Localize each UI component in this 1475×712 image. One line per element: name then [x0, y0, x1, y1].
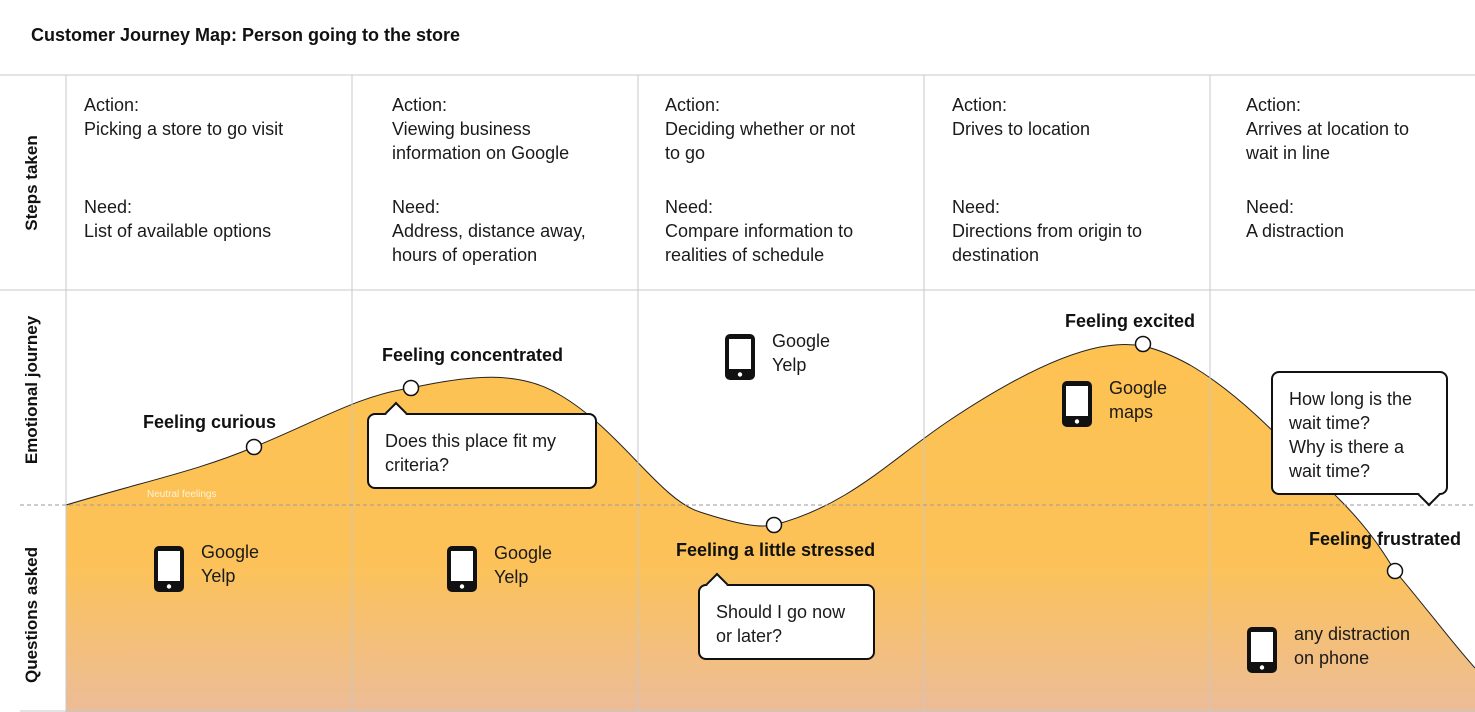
stage-cell-5: Action: Arrives at location to wait in l…	[1246, 93, 1471, 243]
need-text: Address, distance away, hours of operati…	[392, 221, 586, 265]
neutral-feelings-label: Neutral feelings	[147, 489, 217, 500]
question-bubble-1: Does this place fit my criteria?	[367, 413, 597, 489]
action-text: Arrives at location to wait in line	[1246, 119, 1410, 163]
action-label: Action:	[392, 95, 448, 115]
action-label: Action:	[1246, 95, 1302, 115]
action-label: Action:	[665, 95, 721, 115]
tool-label: Google Yelp	[201, 542, 260, 586]
need-label: Need:	[392, 197, 441, 217]
emotion-point	[402, 379, 420, 397]
tool-label: Google maps	[1109, 378, 1168, 422]
emotion-point	[1386, 562, 1404, 580]
need-text: Directions from origin to destination	[952, 221, 1143, 265]
action-text: Deciding whether or not to go	[665, 119, 856, 163]
row-label-questions: Questions asked	[22, 546, 41, 684]
action-text: Picking a store to go visit	[84, 119, 284, 139]
action-text: Drives to location	[952, 119, 1091, 139]
emotion-curve	[65, 344, 1475, 669]
feeling-label-frustrated: Feeling frustrated	[1309, 529, 1462, 549]
action-label: Action:	[952, 95, 1008, 115]
need-label: Need:	[952, 197, 1001, 217]
need-text: Compare information to realities of sche…	[665, 221, 854, 265]
question-bubble-2: Should I go now or later?	[698, 584, 875, 660]
phone-icon	[1247, 627, 1277, 673]
row-label-emotional: Emotional journey	[22, 315, 41, 465]
stage-cell-1: Action: Picking a store to go visit Need…	[84, 93, 344, 243]
emotion-point	[245, 438, 263, 456]
need-label: Need:	[665, 197, 714, 217]
need-text: List of available options	[84, 221, 272, 241]
emotion-point	[1134, 335, 1152, 353]
need-label: Need:	[84, 197, 133, 217]
need-label: Need:	[1246, 197, 1295, 217]
phone-icon	[725, 334, 755, 380]
action-label: Action:	[84, 95, 140, 115]
tool-label: Google Yelp	[494, 543, 553, 587]
question-bubble-3: How long is the wait time? Why is there …	[1271, 371, 1448, 495]
stage-cell-3: Action: Deciding whether or not to go Ne…	[665, 93, 915, 267]
emotion-point	[765, 516, 783, 534]
feeling-label-stressed: Feeling a little stressed	[676, 540, 876, 560]
stage-cell-4: Action: Drives to location Need: Directi…	[952, 93, 1202, 267]
phone-icon	[1062, 381, 1092, 427]
feeling-label-concentrated: Feeling concentrated	[382, 345, 564, 365]
action-text: Viewing business information on Google	[392, 119, 570, 163]
phone-icon	[154, 546, 184, 592]
phone-icon	[447, 546, 477, 592]
page-title: Customer Journey Map: Person going to th…	[31, 25, 461, 45]
stage-cell-2: Action: Viewing business information on …	[392, 93, 632, 267]
tool-label: any distraction on phone	[1294, 624, 1411, 668]
feeling-label-curious: Feeling curious	[143, 412, 277, 432]
row-label-steps: Steps taken	[22, 135, 41, 231]
feeling-label-excited: Feeling excited	[1065, 311, 1196, 331]
need-text: A distraction	[1246, 221, 1345, 241]
tool-label: Google Yelp	[772, 331, 831, 375]
